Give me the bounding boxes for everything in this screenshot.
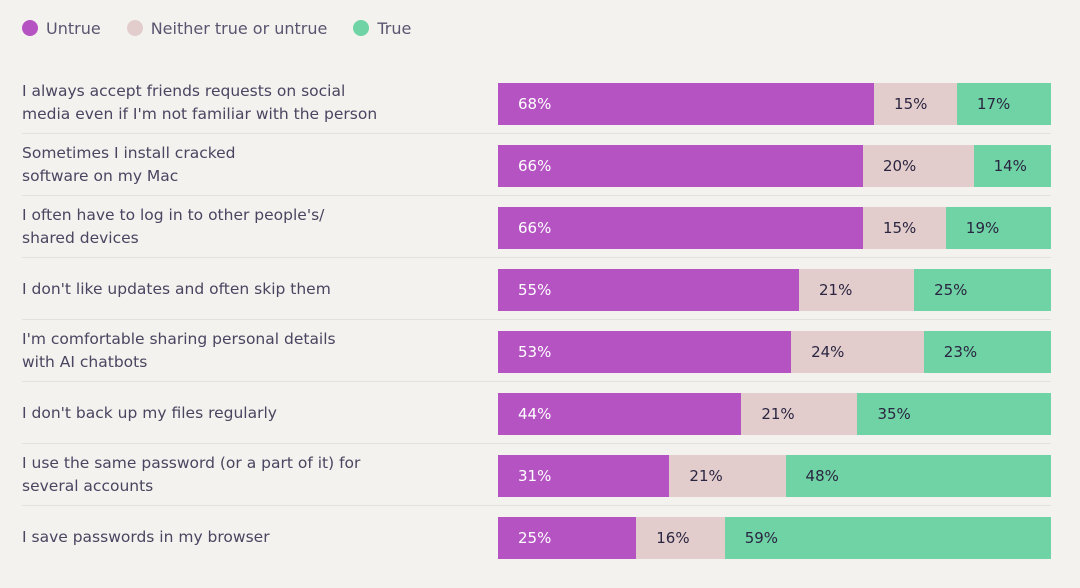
data-label-true: 35% — [877, 405, 911, 423]
chart-legend: Untrue Neither true or untrue True — [22, 17, 437, 39]
legend-item-untrue: Untrue — [22, 19, 101, 38]
chart-rows: I always accept friends requests on soci… — [0, 72, 1080, 568]
bar-segment-untrue: 31% — [498, 455, 670, 497]
data-label-neither: 15% — [894, 95, 928, 113]
stacked-bar: 55% 21% 25% — [498, 269, 1051, 311]
bar-segment-true: 17% — [956, 83, 1051, 125]
row-divider — [22, 195, 1051, 196]
stacked-bar: 68% 15% 17% — [498, 83, 1051, 125]
data-label-neither: 24% — [811, 343, 845, 361]
bar-segment-true: 59% — [724, 517, 1051, 559]
bar-segment-neither: 15% — [874, 83, 957, 125]
legend-swatch-neither — [126, 20, 143, 36]
stacked-bar: 66% 15% 19% — [498, 207, 1051, 249]
bar-segment-true: 35% — [857, 393, 1051, 435]
chart-row: Sometimes I install cracked software on … — [0, 134, 1080, 196]
chart-row: I don't back up my files regularly 44% 21%… — [0, 382, 1080, 444]
data-label-untrue: 68% — [518, 95, 552, 113]
bar-segment-neither: 20% — [862, 145, 974, 187]
chart-row: I use the same password (or a part of it… — [0, 444, 1080, 506]
bar-segment-neither: 21% — [741, 393, 858, 435]
stacked-bar: 31% 21% 48% — [498, 455, 1051, 497]
bar-segment-true: 25% — [914, 269, 1051, 311]
bar-segment-true: 23% — [923, 331, 1051, 373]
row-divider — [22, 381, 1051, 382]
data-label-true: 23% — [943, 343, 978, 361]
data-label-untrue: 53% — [518, 343, 552, 361]
chart-row: I save passwords in my browser 25% 16% 59% — [0, 506, 1080, 568]
data-label-neither: 15% — [882, 219, 917, 237]
bar-segment-neither: 21% — [799, 269, 915, 311]
data-label-true: 14% — [993, 157, 1027, 175]
bar-segment-neither: 16% — [636, 517, 725, 559]
row-divider — [22, 257, 1051, 258]
data-label-untrue: 55% — [518, 281, 552, 299]
legend-label-neither: Neither true or untrue — [150, 18, 328, 38]
legend-label-untrue: Untrue — [46, 18, 101, 38]
data-label-neither: 20% — [882, 157, 917, 175]
legend-swatch-untrue — [22, 20, 38, 36]
bar-segment-true: 19% — [945, 207, 1051, 249]
bar-segment-untrue: 55% — [498, 269, 799, 311]
category-label: I'm comfortable sharing personal details… — [22, 330, 336, 371]
data-label-neither: 16% — [656, 529, 690, 547]
stacked-bar: 66% 20% 14% — [498, 145, 1051, 187]
bar-segment-true: 48% — [785, 455, 1051, 497]
bar-segment-untrue: 68% — [498, 83, 875, 125]
data-label-untrue: 25% — [518, 529, 552, 547]
chart-row: I'm comfortable sharing personal details… — [0, 320, 1080, 382]
category-label: I often have to log in to other people's… — [22, 206, 325, 247]
data-label-untrue: 31% — [518, 467, 552, 485]
row-divider — [22, 133, 1051, 134]
legend-item-neither: Neither true or untrue — [126, 18, 328, 38]
legend-label-true: True — [377, 18, 412, 38]
category-label: Sometimes I install cracked software on … — [22, 144, 236, 185]
bar-segment-neither: 24% — [791, 331, 924, 373]
category-label: I always accept friends requests on soci… — [22, 82, 378, 123]
category-label: I use the same password (or a part of it… — [22, 454, 361, 495]
bar-segment-untrue: 25% — [498, 517, 637, 559]
data-label-untrue: 66% — [518, 157, 552, 175]
row-divider — [22, 319, 1051, 320]
data-label-neither: 21% — [761, 405, 795, 423]
chart-row: I often have to log in to other people's… — [0, 196, 1080, 258]
bar-segment-true: 14% — [973, 145, 1051, 187]
data-label-true: 48% — [805, 467, 839, 485]
data-label-true: 25% — [934, 281, 968, 299]
bar-segment-untrue: 53% — [498, 331, 792, 373]
chart-row: I don't like updates and often skip them… — [0, 258, 1080, 320]
row-divider — [22, 505, 1051, 506]
stacked-bar: 44% 21% 35% — [498, 393, 1051, 435]
row-divider — [22, 443, 1051, 444]
bar-segment-untrue: 66% — [498, 145, 863, 187]
data-label-neither: 21% — [819, 281, 853, 299]
bar-segment-neither: 21% — [669, 455, 786, 497]
bar-segment-untrue: 66% — [498, 207, 863, 249]
data-label-true: 17% — [976, 95, 1011, 113]
chart-row: I always accept friends requests on soci… — [0, 72, 1080, 134]
legend-swatch-true — [353, 20, 370, 36]
data-label-true: 19% — [965, 219, 1000, 237]
data-label-true: 59% — [744, 529, 779, 547]
category-label: I don't back up my files regularly — [22, 403, 277, 422]
data-label-untrue: 66% — [518, 219, 552, 237]
bar-segment-untrue: 44% — [498, 393, 742, 435]
bar-segment-neither: 15% — [862, 207, 946, 249]
legend-item-true: True — [353, 19, 411, 38]
stacked-bar: 25% 16% 59% — [498, 517, 1051, 559]
category-label: I save passwords in my browser — [22, 527, 270, 546]
stacked-bar: 53% 24% 23% — [498, 331, 1051, 373]
category-label: I don't like updates and often skip them — [22, 279, 331, 298]
data-label-neither: 21% — [689, 467, 723, 485]
data-label-untrue: 44% — [518, 405, 552, 423]
